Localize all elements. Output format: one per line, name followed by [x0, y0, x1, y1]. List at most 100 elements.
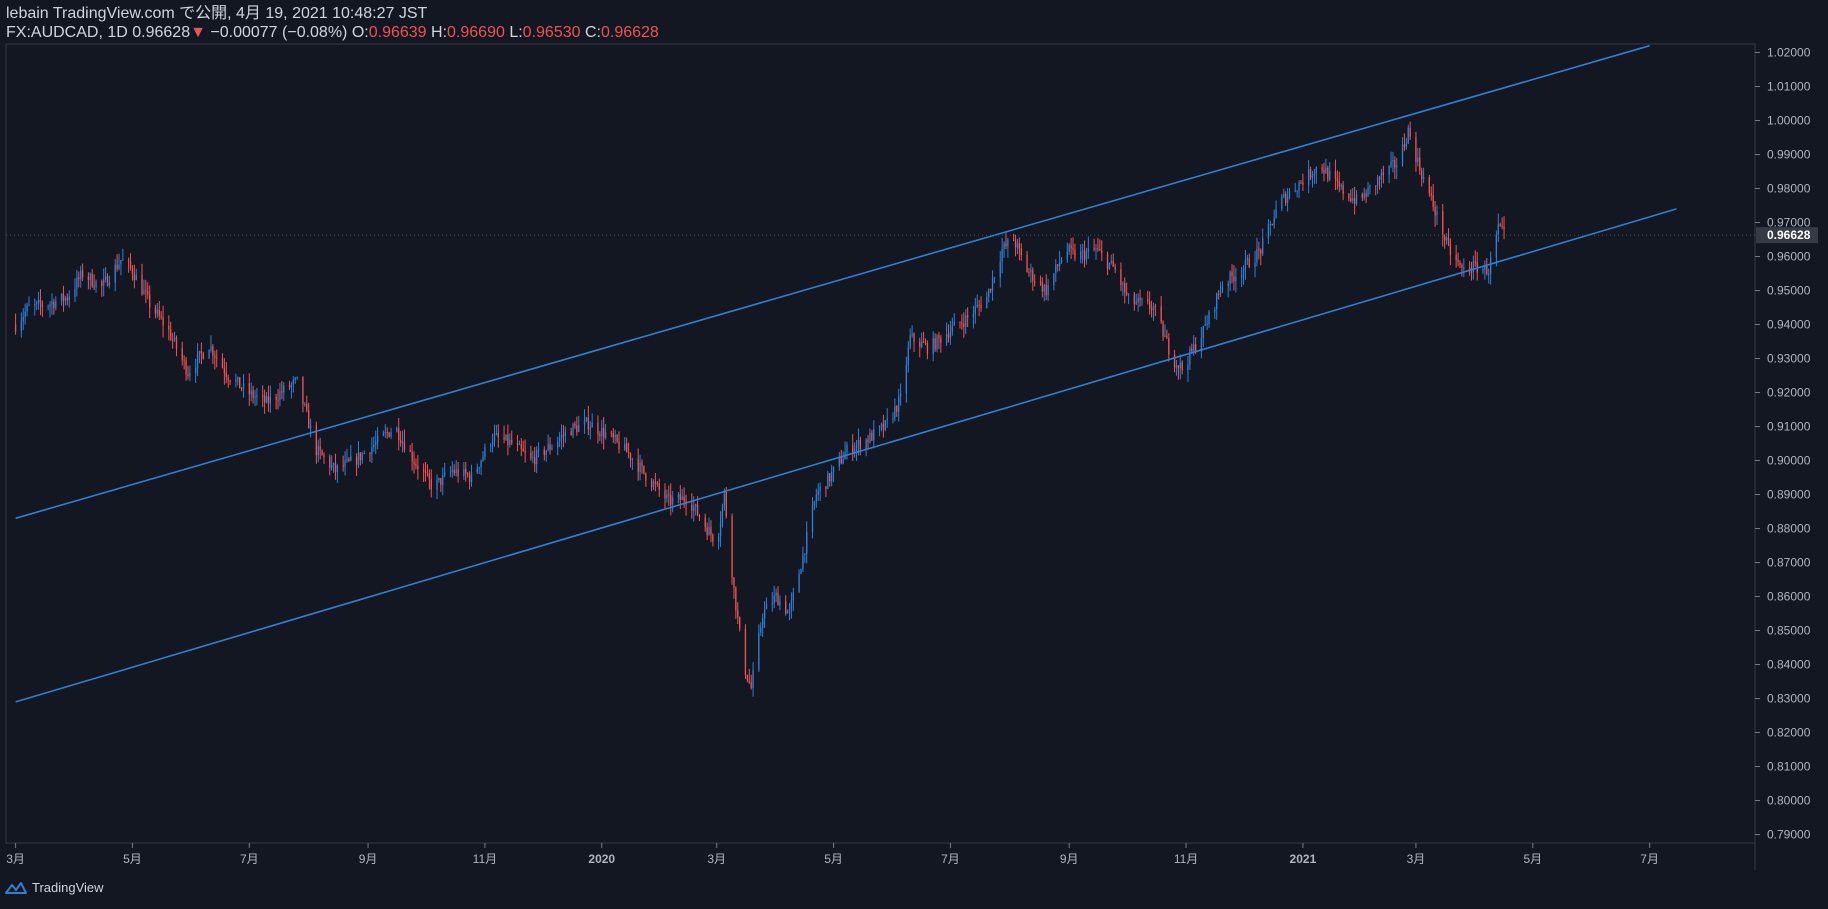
- candle: [489, 443, 492, 453]
- candle-body: [547, 444, 549, 451]
- candle-body: [428, 473, 431, 480]
- candle-body: [129, 261, 132, 268]
- candle-body: [965, 315, 967, 328]
- candle-body: [1233, 276, 1235, 282]
- candle-body: [951, 325, 954, 332]
- trendline-1[interactable]: [15, 44, 1650, 520]
- candle: [1315, 166, 1317, 184]
- candle-body: [1214, 309, 1216, 312]
- candle-body: [223, 367, 226, 374]
- candle-body: [1080, 251, 1082, 259]
- candle: [1495, 230, 1498, 267]
- candle-body: [371, 447, 373, 455]
- candle-body: [1445, 237, 1448, 241]
- x-tick-label: 9月: [359, 852, 378, 866]
- time-axis[interactable]: 3月 5月 7月 9月 11月 2020 3月 5月 7月 9月 11月 2021 3月 5月 7月: [6, 843, 1659, 866]
- candle-body: [681, 496, 683, 501]
- candle-body: [1101, 250, 1103, 254]
- candle-body: [1334, 171, 1337, 179]
- candle: [1323, 162, 1325, 182]
- candle: [294, 376, 296, 384]
- candle-body: [717, 536, 720, 542]
- candle: [1164, 324, 1166, 338]
- candle-body: [1353, 198, 1356, 204]
- candle: [842, 451, 844, 465]
- candle-body: [14, 324, 17, 332]
- candle-body: [723, 491, 726, 506]
- candle-body: [1016, 243, 1019, 248]
- candle-body: [1421, 170, 1423, 180]
- candle-body: [1455, 255, 1457, 260]
- candle-body: [424, 471, 427, 473]
- candle: [265, 391, 268, 404]
- candle: [871, 429, 873, 442]
- y-tick-label: 0.88000: [1767, 522, 1811, 536]
- candle: [892, 412, 894, 424]
- candle-body: [1470, 271, 1473, 273]
- candle-body: [683, 496, 685, 502]
- candle: [212, 344, 214, 365]
- candle-body: [225, 373, 227, 378]
- candle: [1135, 293, 1137, 305]
- candle-body: [376, 435, 379, 442]
- candle-body: [384, 431, 386, 433]
- candle: [37, 291, 40, 310]
- candle-body: [292, 380, 295, 385]
- candle: [712, 533, 714, 547]
- candle: [296, 376, 298, 380]
- candle: [1436, 205, 1438, 225]
- candle-body: [698, 515, 701, 518]
- candle-body: [1434, 206, 1436, 216]
- candle-body: [422, 469, 425, 472]
- candle: [1235, 267, 1237, 293]
- candle-body: [346, 459, 348, 461]
- candle: [114, 258, 116, 292]
- candle-body: [806, 531, 808, 554]
- candle: [1271, 223, 1273, 226]
- candle: [652, 478, 655, 490]
- candle: [589, 421, 591, 440]
- candle-body: [505, 434, 507, 440]
- candle-body: [949, 331, 952, 338]
- candle: [1085, 247, 1088, 265]
- candle-body: [932, 338, 934, 354]
- candle-body: [1095, 248, 1097, 250]
- candle: [476, 463, 478, 474]
- candle: [779, 595, 781, 611]
- candle-body: [1097, 248, 1099, 250]
- candle: [1120, 262, 1122, 292]
- candle-body: [913, 333, 915, 342]
- candle-body: [417, 465, 419, 470]
- candle-body: [626, 443, 628, 453]
- candle: [336, 464, 339, 483]
- candle-body: [691, 504, 693, 511]
- candle-body: [181, 348, 183, 360]
- candle-body: [334, 463, 337, 472]
- candle: [597, 415, 599, 444]
- candle-body: [269, 396, 272, 404]
- candle: [375, 430, 377, 455]
- candle: [1442, 203, 1444, 247]
- candle: [76, 269, 78, 297]
- candle-body: [1204, 324, 1206, 327]
- candle-body: [1350, 198, 1352, 201]
- candle: [1208, 309, 1210, 328]
- candle-body: [1053, 273, 1055, 286]
- candle-body: [882, 424, 885, 430]
- candle: [438, 477, 440, 483]
- candle-body: [1041, 281, 1044, 292]
- candle-body: [645, 473, 647, 481]
- candle-body: [64, 297, 67, 301]
- candle: [685, 494, 687, 516]
- trendline-2[interactable]: [15, 208, 1677, 703]
- candle: [815, 488, 817, 508]
- candle-body: [116, 264, 118, 269]
- candle: [1206, 315, 1208, 331]
- candle: [924, 338, 927, 346]
- candle-body: [74, 289, 76, 297]
- candle-body: [1070, 245, 1072, 248]
- candle-body: [706, 527, 708, 536]
- price-axis[interactable]: 0.79000 0.80000 0.81000 0.82000 0.83000 0.840…: [1755, 46, 1818, 842]
- candle-body: [1187, 364, 1189, 371]
